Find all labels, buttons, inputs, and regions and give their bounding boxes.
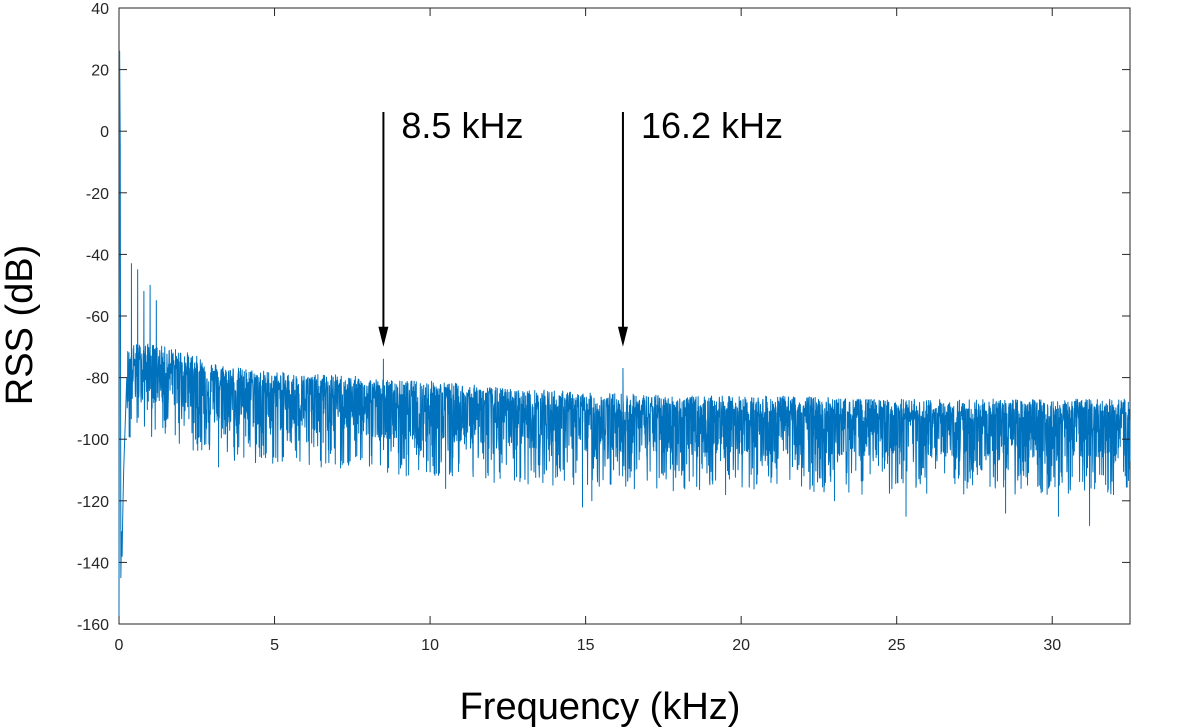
y-tick-label: -100 — [77, 432, 109, 449]
y-axis-title: RSS (dB) — [0, 245, 41, 405]
x-axis-ticks: 0 5 10 15 20 25 30 — [115, 8, 1061, 654]
annotation-arrow-head — [617, 326, 628, 347]
x-tick-label: 25 — [888, 637, 906, 654]
annotation-arrow-head — [378, 326, 389, 347]
x-tick-label: 10 — [421, 637, 439, 654]
y-tick-label: -120 — [77, 494, 109, 511]
y-tick-label: -80 — [86, 371, 109, 388]
axes-box — [118, 7, 1131, 625]
y-tick-label: -160 — [77, 617, 109, 634]
y-axis-ticks: -160 -140 -120 -100 -80 -60 -40 -20 0 20 40 — [77, 1, 1130, 634]
y-tick-label: 40 — [91, 1, 109, 18]
series-layer — [118, 50, 1131, 625]
plot-area — [118, 7, 1131, 625]
x-tick-label: 20 — [732, 637, 750, 654]
annotation-label: 8.5 kHz — [401, 105, 523, 146]
x-axis-title: Frequency (kHz) — [460, 686, 741, 727]
y-tick-label: 20 — [91, 63, 109, 80]
y-tick-label: -60 — [86, 309, 109, 326]
y-tick-label: -40 — [86, 247, 109, 264]
spectrum-series-line — [118, 50, 1131, 625]
y-tick-label: 0 — [100, 124, 109, 141]
x-tick-label: 0 — [115, 637, 124, 654]
x-tick-label: 30 — [1043, 637, 1061, 654]
annotation-label: 16.2 kHz — [641, 105, 783, 146]
y-tick-label: -140 — [77, 555, 109, 572]
x-tick-label: 15 — [577, 637, 595, 654]
annotations: 8.5 kHz 16.2 kHz — [378, 105, 783, 347]
y-tick-label: -20 — [86, 186, 109, 203]
x-tick-label: 5 — [270, 637, 279, 654]
